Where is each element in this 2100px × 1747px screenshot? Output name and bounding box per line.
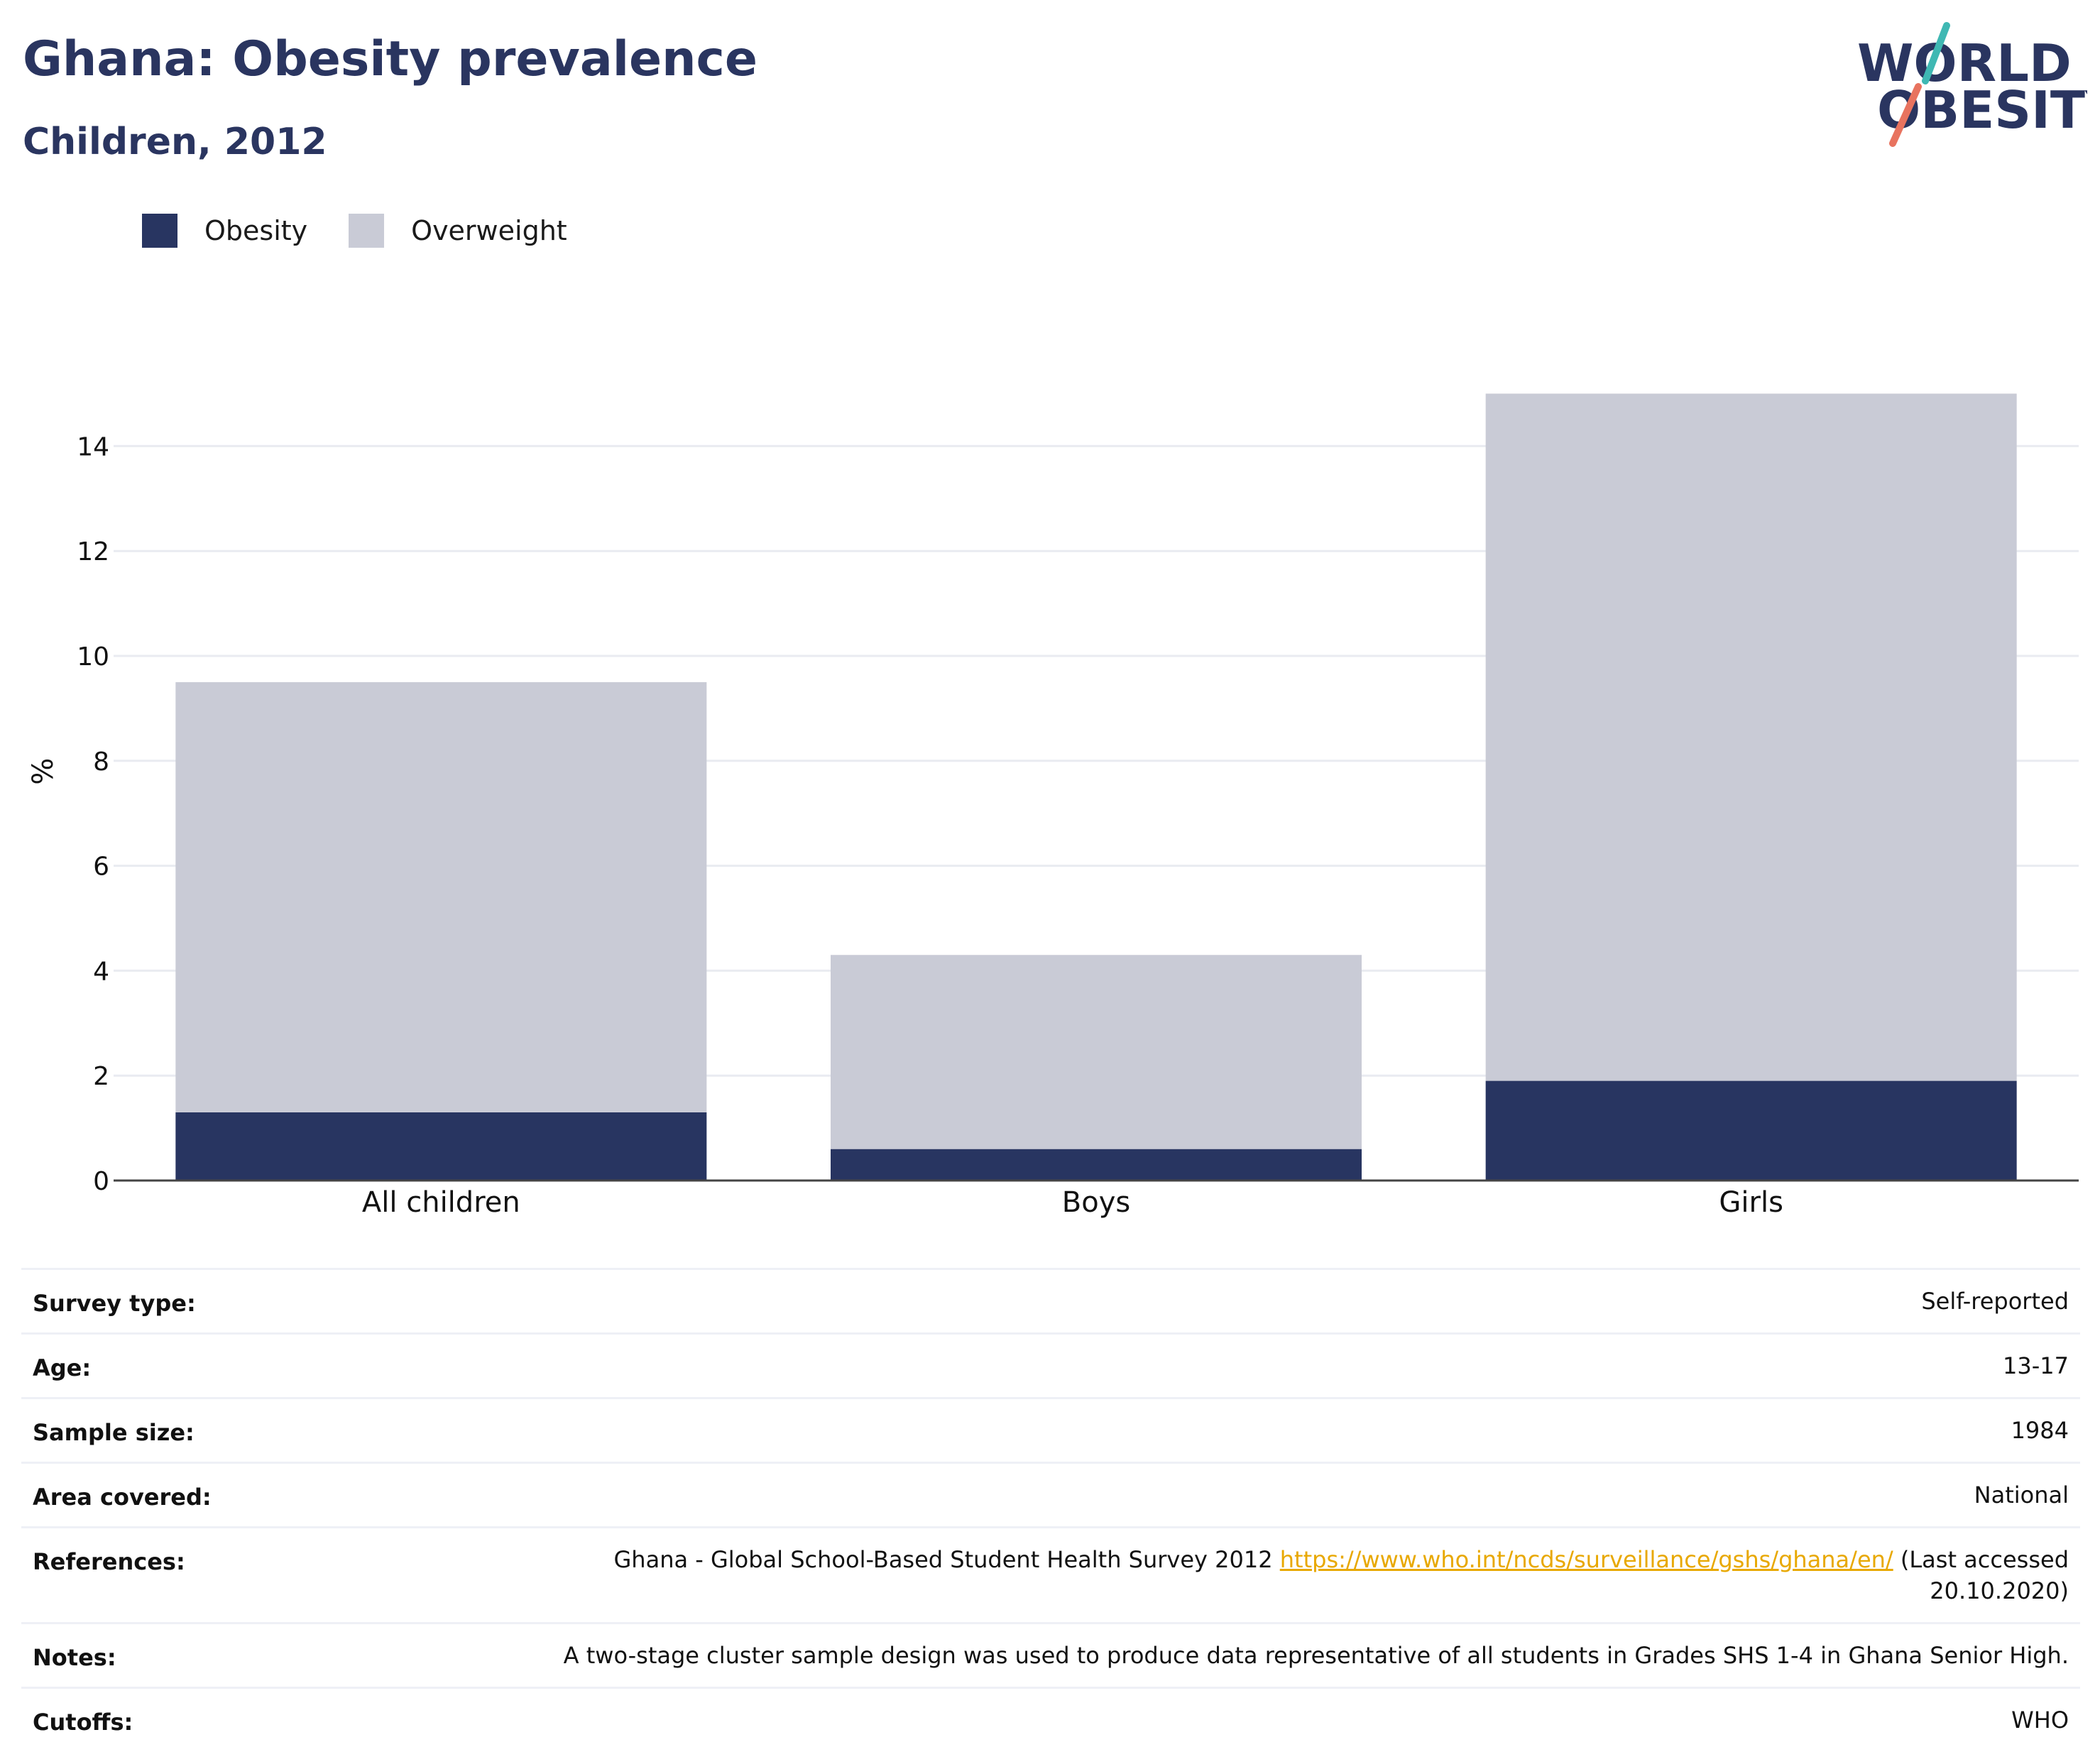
info-label: Sample size: xyxy=(33,1419,195,1446)
info-label: Notes: xyxy=(33,1644,116,1671)
info-value: Ghana - Global School-Based Student Heal… xyxy=(542,1544,2069,1606)
y-tick-label: 8 xyxy=(93,747,109,777)
y-tick-label: 10 xyxy=(77,642,109,672)
legend-label-overweight: Overweight xyxy=(411,215,567,246)
info-value: 13-17 xyxy=(2003,1352,2069,1379)
legend-swatch-overweight xyxy=(349,214,385,248)
y-tick-label: 4 xyxy=(93,957,109,986)
x-tick-label: All children xyxy=(362,1186,520,1219)
bar-obesity-girls xyxy=(1485,1080,2017,1181)
bar-overweight-all-children xyxy=(175,681,707,1112)
info-value: 1984 xyxy=(2011,1417,2069,1444)
y-axis-label: % xyxy=(27,758,60,785)
y-tick-label: 14 xyxy=(77,432,109,461)
survey-info-table: Survey type: Self-reported Age: 13-17 Sample… xyxy=(21,1268,2080,1747)
info-row-survey-type: Survey type: Self-reported xyxy=(21,1268,2080,1332)
logo-slash-coral xyxy=(1889,83,1922,147)
page-subtitle: Children, 2012 xyxy=(23,121,327,163)
legend-label-obesity: Obesity xyxy=(204,215,308,246)
logo-slash-teal xyxy=(1922,22,1950,84)
info-label: Survey type: xyxy=(33,1290,196,1317)
info-row-notes: Notes: A two-stage cluster sample design … xyxy=(21,1622,2080,1687)
info-label: Age: xyxy=(33,1354,92,1381)
info-label: References: xyxy=(33,1548,185,1575)
legend-item-obesity[interactable]: Obesity xyxy=(142,214,307,248)
info-label: Cutoffs: xyxy=(33,1709,133,1736)
bar-obesity-boys xyxy=(831,1149,1362,1181)
bar-obesity-all-children xyxy=(175,1112,707,1181)
y-tick-label: 2 xyxy=(93,1062,109,1091)
x-tick-label: Girls xyxy=(1719,1186,1783,1219)
world-obesity-logo[interactable]: WORLD OBESITY xyxy=(1846,21,2100,149)
page-title: Ghana: Obesity prevalence xyxy=(23,31,758,87)
y-tick-label: 6 xyxy=(93,853,109,882)
info-row-references: References: Ghana - Global School-Based S… xyxy=(21,1526,2080,1622)
info-value: WHO xyxy=(2011,1707,2069,1734)
bar-overweight-girls xyxy=(1485,393,2017,1081)
info-value: Self-reported xyxy=(1921,1288,2069,1315)
bar-overweight-boys xyxy=(831,955,1362,1149)
info-row-cutoffs: Cutoffs: WHO xyxy=(21,1687,2080,1747)
chart-svg: 0 2 4 6 8 10 12 14% All children Boys Girls xyxy=(27,393,2079,1219)
info-value: A two-stage cluster sample design was us… xyxy=(563,1642,2069,1669)
info-value: National xyxy=(1974,1482,2069,1508)
reference-link[interactable]: https://www.who.int/ncds/surveillance/gs… xyxy=(1279,1546,1893,1573)
reference-accessed: (Last accessed 20.10.2020) xyxy=(1893,1546,2069,1604)
legend-item-overweight[interactable]: Overweight xyxy=(349,214,567,248)
info-row-area-covered: Area covered: National xyxy=(21,1462,2080,1526)
bar-chart: 0 2 4 6 8 10 12 14% All children Boys Girls xyxy=(0,355,2100,1249)
info-label: Area covered: xyxy=(33,1484,212,1511)
legend-swatch-obesity xyxy=(142,214,177,248)
reference-text: Ghana - Global School-Based Student Heal… xyxy=(613,1546,1280,1573)
x-tick-label: Boys xyxy=(1062,1186,1130,1219)
y-tick-label: 0 xyxy=(93,1167,109,1196)
chart-legend: Obesity Overweight xyxy=(142,213,608,248)
logo-text-world: WORLD xyxy=(1857,33,2072,93)
y-tick-label: 12 xyxy=(77,537,109,566)
info-row-sample-size: Sample size: 1984 xyxy=(21,1397,2080,1462)
info-row-age: Age: 13-17 xyxy=(21,1332,2080,1397)
